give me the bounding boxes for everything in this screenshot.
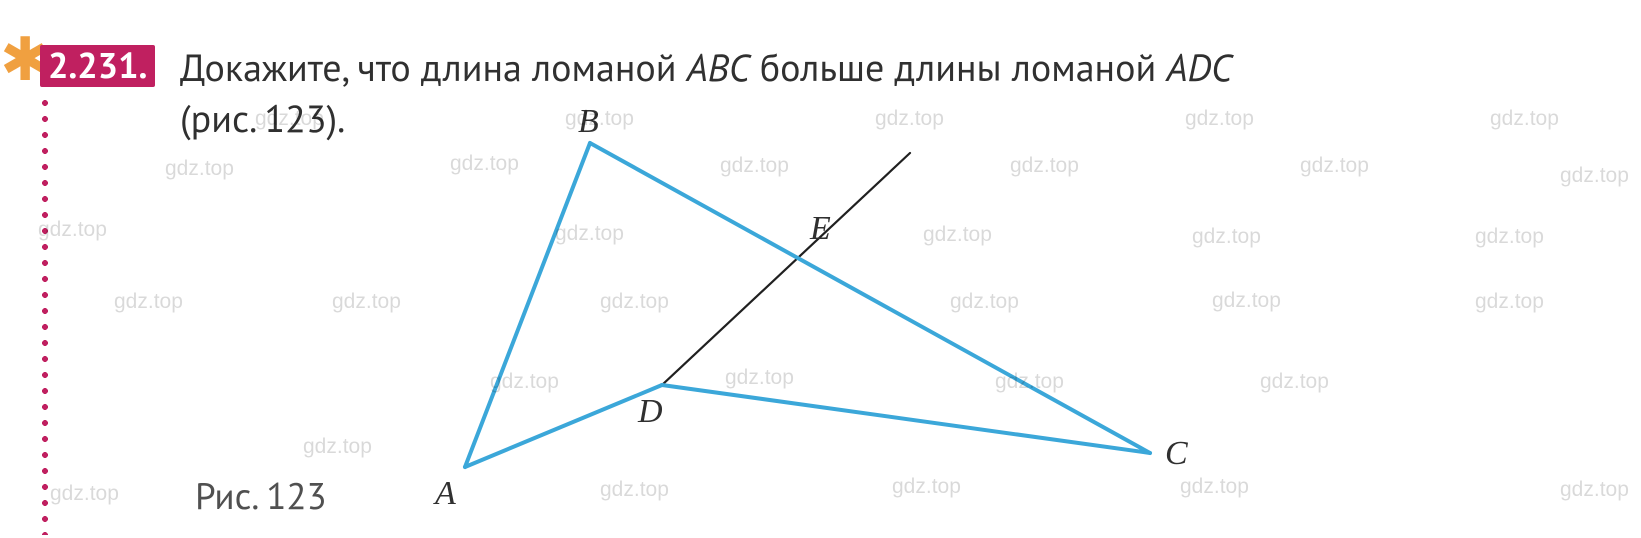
figure-caption: Рис. 123: [195, 472, 327, 520]
watermark-text: gdz.top: [1560, 478, 1629, 502]
task-text-abc: ABC: [687, 43, 750, 92]
watermark-text: gdz.top: [165, 157, 234, 181]
geometry-diagram: A B C D E: [430, 135, 1170, 515]
watermark-text: gdz.top: [303, 435, 372, 459]
task-number-badge: 2.231.: [40, 45, 155, 87]
vertex-label-d: D: [638, 393, 663, 431]
watermark-text: gdz.top: [1180, 475, 1249, 499]
vertex-label-e: E: [810, 210, 831, 248]
left-dotted-rule: [40, 95, 50, 535]
watermark-text: gdz.top: [1260, 370, 1329, 394]
watermark-text: gdz.top: [1475, 225, 1544, 249]
watermark-text: gdz.top: [50, 482, 119, 506]
watermark-text: gdz.top: [1212, 289, 1281, 313]
watermark-text: gdz.top: [1560, 164, 1629, 188]
watermark-text: gdz.top: [1475, 290, 1544, 314]
watermark-text: gdz.top: [114, 290, 183, 314]
vertex-label-b: B: [578, 103, 599, 141]
task-text-adc: ADC: [1166, 43, 1231, 92]
task-text: Докажите, что длина ломаной ABC больше д…: [180, 42, 1620, 145]
task-text-mid: больше длины ломаной: [750, 43, 1167, 92]
geometry-svg: [430, 135, 1170, 515]
vertex-label-c: C: [1165, 435, 1188, 473]
watermark-text: gdz.top: [332, 290, 401, 314]
vertex-label-a: A: [435, 475, 456, 513]
task-text-prefix: Докажите, что длина ломаной: [180, 43, 687, 92]
task-text-suffix: (рис. 123).: [180, 94, 345, 143]
watermark-text: gdz.top: [1192, 225, 1261, 249]
watermark-text: gdz.top: [1300, 154, 1369, 178]
